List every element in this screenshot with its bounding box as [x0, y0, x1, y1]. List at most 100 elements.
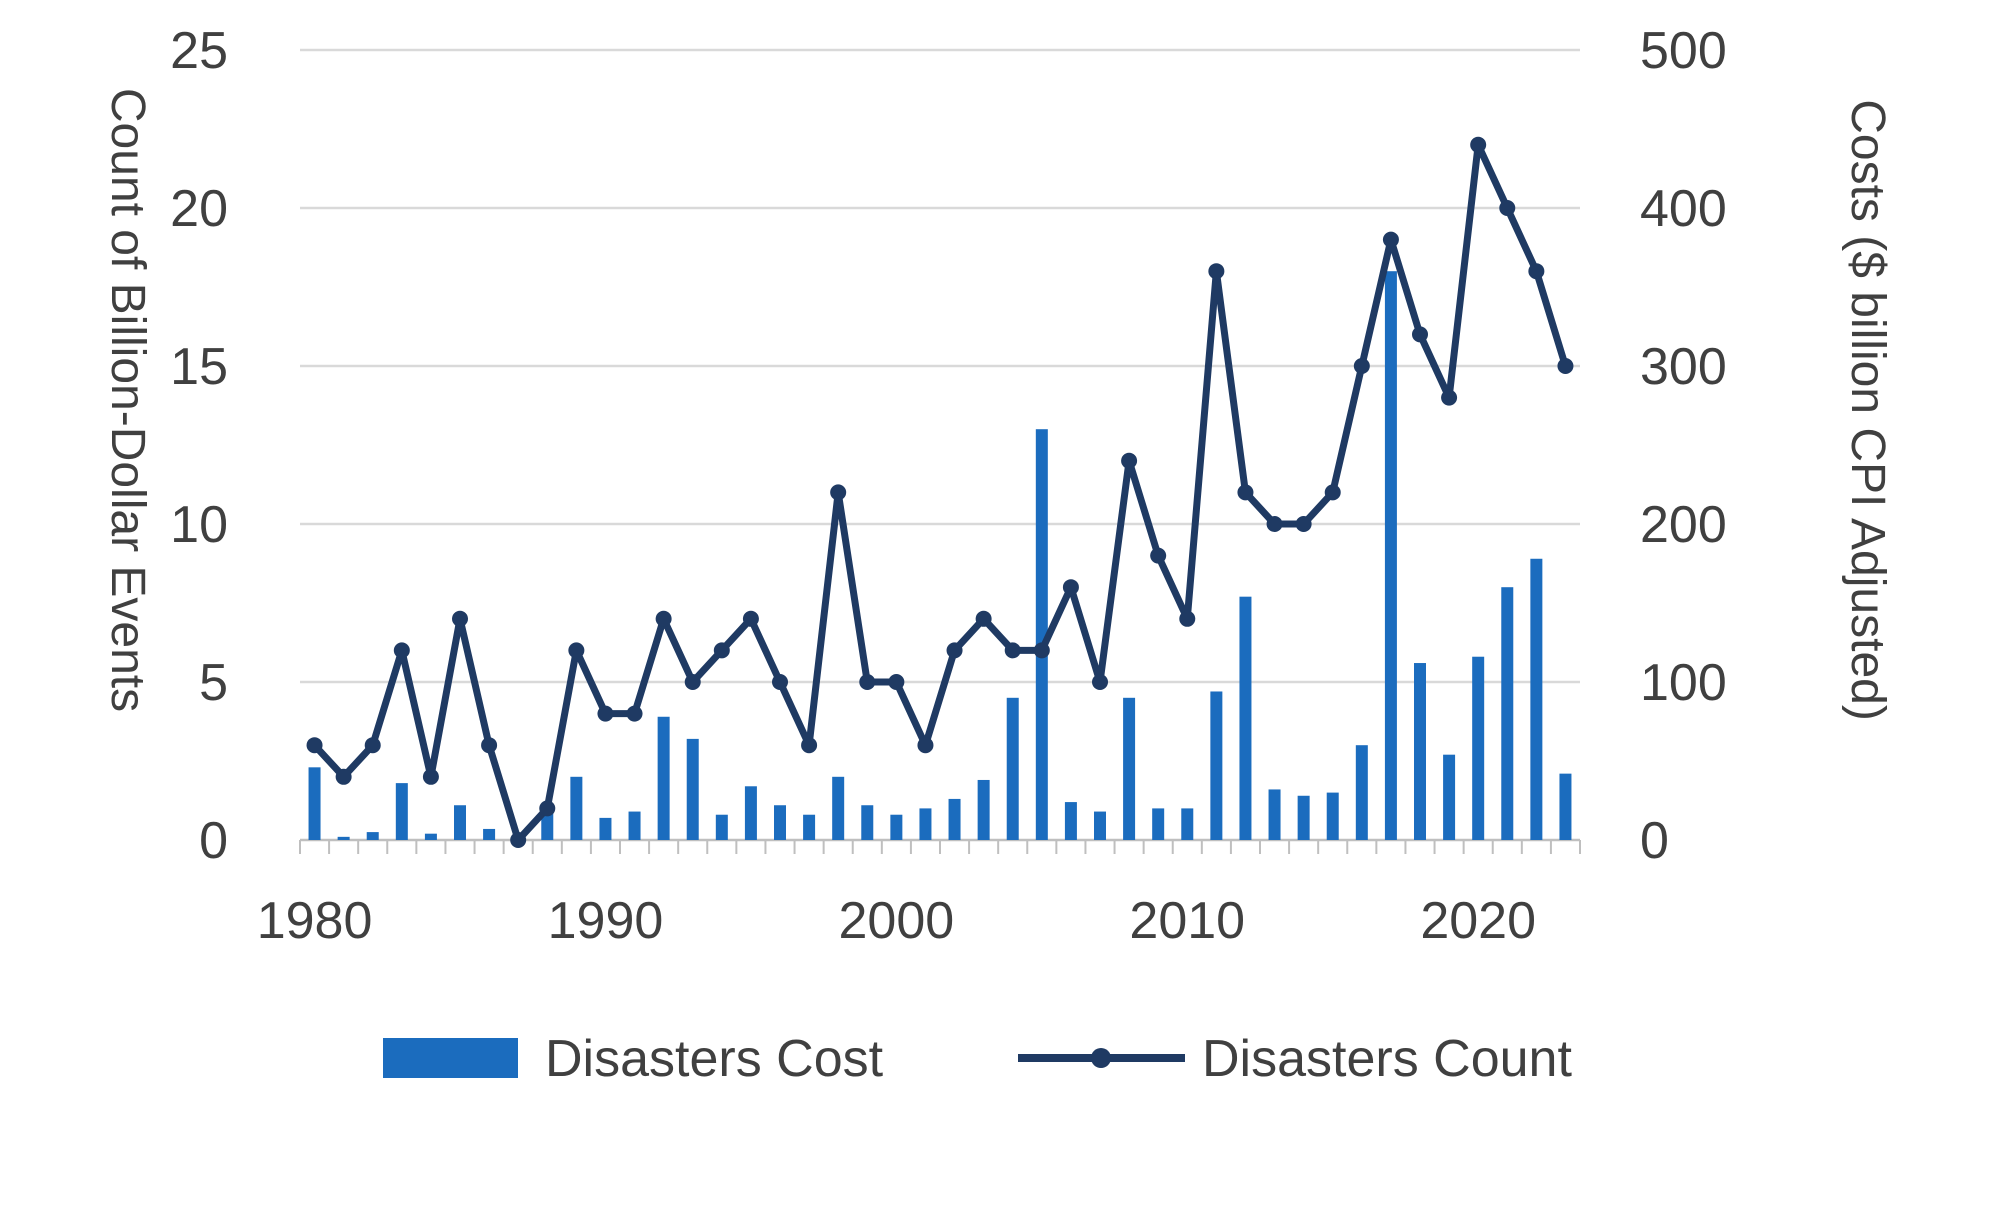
- count-marker: [510, 832, 527, 848]
- cost-bar: [1443, 754, 1456, 840]
- count-marker: [1557, 358, 1574, 374]
- count-marker: [1353, 358, 1370, 374]
- cost-bar: [1123, 697, 1136, 840]
- cost-bar: [1152, 808, 1165, 840]
- legend-count-label: Disasters Count: [1202, 1030, 1572, 1088]
- legend-cost-label: Disasters Cost: [545, 1030, 884, 1088]
- cost-bar: [948, 798, 961, 840]
- cost-bar: [1268, 789, 1281, 840]
- cost-bar: [1472, 656, 1485, 840]
- count-marker: [1062, 579, 1079, 596]
- count-marker: [1528, 263, 1545, 280]
- right-tick-label: 500: [1640, 22, 1727, 80]
- count-marker: [946, 642, 963, 659]
- count-marker: [1295, 516, 1312, 532]
- right-tick-label: 200: [1640, 496, 1727, 554]
- count-marker: [713, 642, 730, 659]
- right-tick-label: 100: [1640, 654, 1727, 712]
- count-marker: [859, 674, 876, 690]
- count-marker: [975, 610, 992, 627]
- cost-bar: [308, 767, 321, 840]
- cost-bar: [832, 776, 845, 840]
- cost-bar: [1094, 811, 1106, 840]
- cost-bar: [424, 833, 437, 840]
- cost-bar: [686, 738, 699, 840]
- count-marker: [539, 800, 556, 817]
- count-marker: [626, 705, 643, 722]
- cost-bar: [483, 828, 496, 840]
- cost-bar: [1501, 587, 1514, 840]
- count-marker: [1150, 547, 1167, 564]
- cost-bar: [1326, 792, 1339, 840]
- count-marker: [481, 737, 498, 754]
- count-marker: [917, 737, 934, 754]
- left-tick-label: 10: [170, 496, 228, 554]
- count-marker: [1237, 484, 1254, 501]
- cost-bar: [1530, 558, 1543, 840]
- count-marker: [335, 768, 352, 785]
- cost-bar: [1006, 697, 1019, 840]
- count-marker: [1412, 326, 1428, 343]
- cost-bar: [337, 836, 350, 840]
- count-marker: [1441, 389, 1458, 406]
- cost-bars-layer: [308, 271, 1572, 840]
- count-line: [311, 141, 1569, 844]
- count-marker: [452, 610, 468, 627]
- cost-bar: [599, 817, 612, 840]
- right-tick-label: 300: [1640, 338, 1727, 396]
- cost-bar: [774, 805, 786, 840]
- right-tick-label: 0: [1640, 812, 1669, 870]
- count-marker: [568, 642, 585, 659]
- cost-bar: [803, 814, 816, 840]
- count-marker: [801, 737, 818, 754]
- left-tick-label: 25: [170, 22, 228, 80]
- count-marker: [830, 484, 847, 501]
- count-marker: [655, 610, 672, 627]
- cost-bar: [1064, 802, 1077, 840]
- x-axis-year-label: 2000: [839, 892, 955, 950]
- cost-bar: [366, 832, 379, 840]
- x-axis-year-label: 1990: [548, 892, 664, 950]
- legend-count-dot: [1091, 1048, 1111, 1068]
- right-tick-label: 400: [1640, 180, 1727, 238]
- cost-bar: [977, 779, 990, 840]
- left-tick-label: 0: [199, 812, 228, 870]
- right-axis-tick-labels: 0 100 200 300 400 500: [1640, 22, 1727, 870]
- legend-cost-swatch: [383, 1038, 518, 1078]
- x-axis-labels: 1980 1990 2000 2010 2020: [257, 892, 1536, 950]
- cost-bar: [395, 783, 408, 840]
- count-marker: [1208, 263, 1225, 280]
- cost-bar: [1210, 691, 1223, 840]
- cost-bar: [628, 811, 641, 840]
- legend: Disasters Cost Disasters Count: [383, 1030, 1572, 1088]
- count-marker: [1324, 484, 1341, 501]
- count-marker: [306, 737, 323, 754]
- x-axis-year-label: 2020: [1420, 892, 1536, 950]
- count-marker: [422, 768, 439, 785]
- cost-bar: [1384, 271, 1397, 840]
- left-axis-tick-labels: 0 5 10 15 20 25: [170, 22, 228, 870]
- left-tick-label: 15: [170, 338, 228, 396]
- x-tickmarks-layer: [299, 840, 1581, 854]
- cost-bar: [1239, 596, 1252, 840]
- cost-bar: [1414, 663, 1426, 840]
- cost-bar: [1181, 808, 1194, 840]
- cost-bar: [890, 814, 903, 840]
- count-marker: [1266, 516, 1283, 532]
- x-axis-year-label: 2010: [1129, 892, 1245, 950]
- cost-bar: [454, 805, 466, 840]
- left-axis-title: Count of Billion-Dollar Events: [101, 88, 154, 712]
- cost-bar: [1297, 795, 1310, 840]
- x-axis-year-label: 1980: [257, 892, 373, 950]
- count-line-layer: [306, 136, 1574, 848]
- cost-bar: [1355, 745, 1368, 840]
- cost-bar: [1559, 773, 1572, 840]
- count-marker: [364, 737, 381, 754]
- count-marker: [1382, 231, 1399, 248]
- count-marker: [1499, 200, 1516, 216]
- count-marker: [742, 610, 759, 627]
- left-tick-label: 5: [199, 654, 228, 712]
- count-marker: [888, 674, 905, 690]
